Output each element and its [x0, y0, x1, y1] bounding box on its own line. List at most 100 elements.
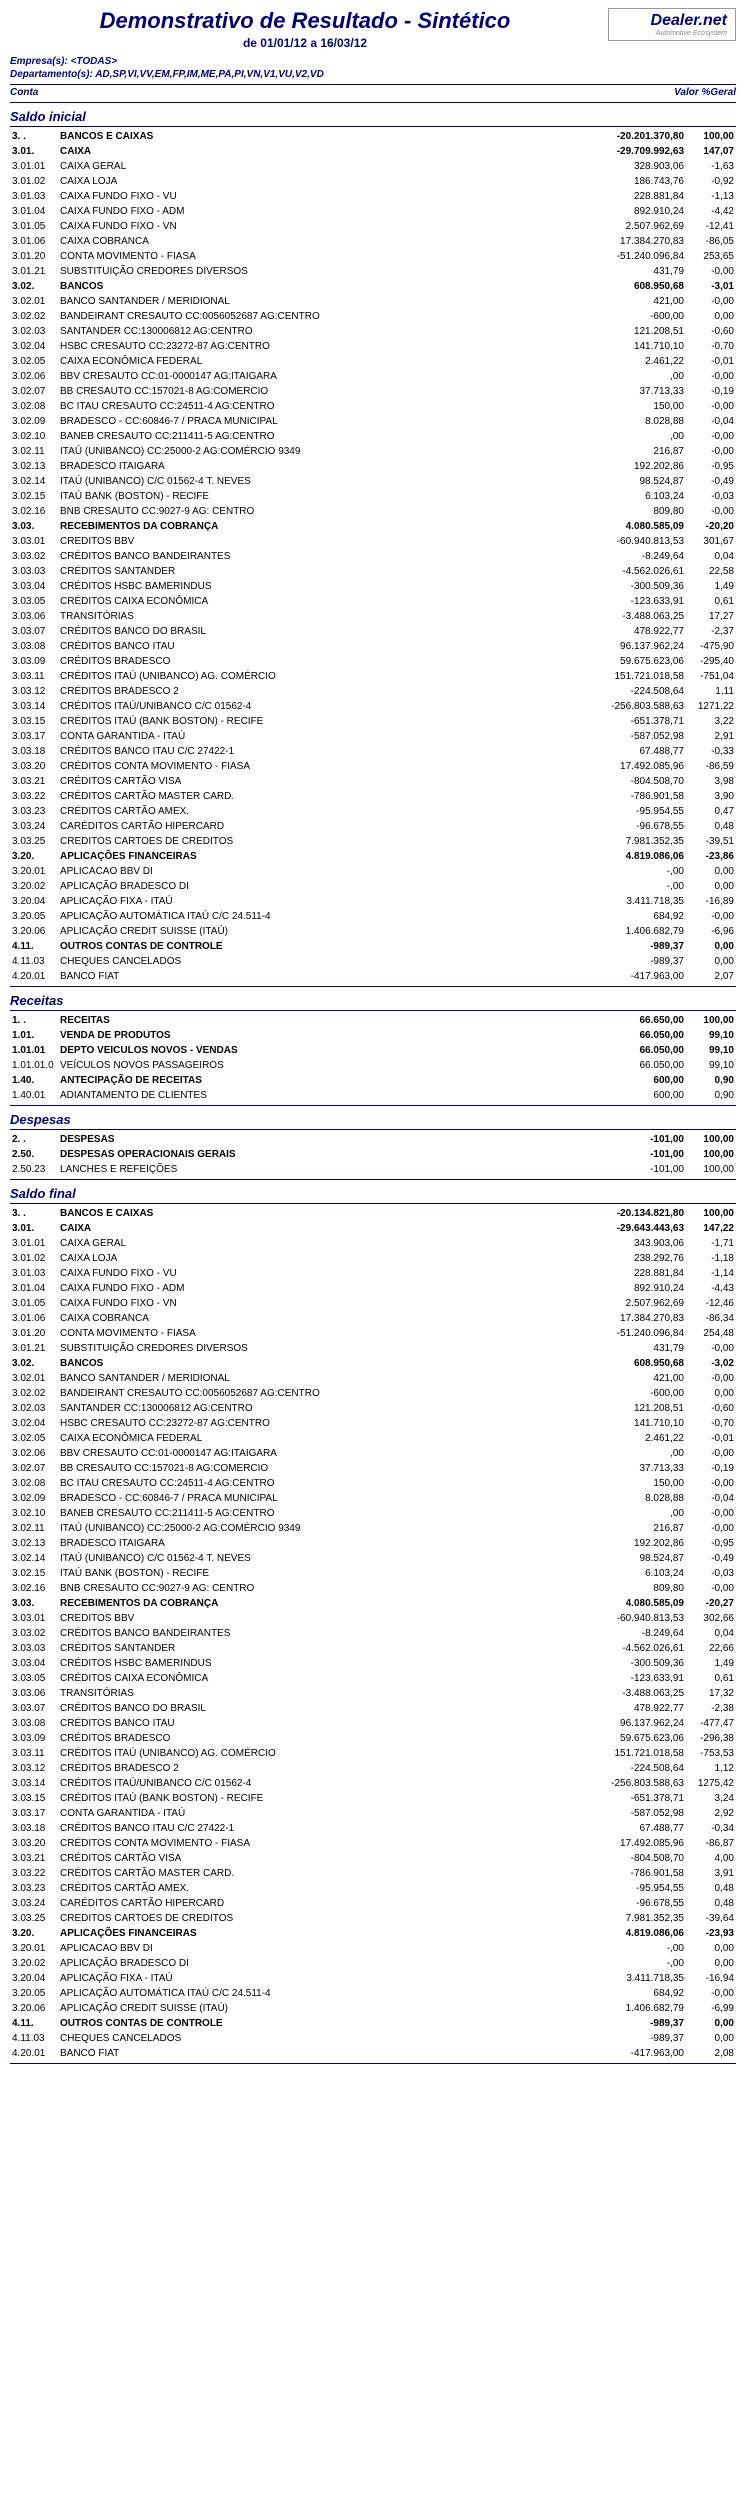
account-code: 3.03. [10, 1596, 58, 1611]
account-pct: -0,00 [686, 429, 736, 444]
account-value: 1.406.682,79 [572, 924, 686, 939]
account-code: 3.01.03 [10, 1266, 58, 1281]
column-headers: Conta Valor %Geral [10, 87, 736, 98]
account-pct: -0,03 [686, 489, 736, 504]
account-desc: BANCO FIAT [58, 969, 572, 984]
account-code: 2. . [10, 1132, 58, 1147]
account-code: 3.02.05 [10, 354, 58, 369]
account-code: 4.11. [10, 2016, 58, 2031]
account-code: 4.11. [10, 939, 58, 954]
account-pct: -1,63 [686, 159, 736, 174]
account-code: 3.20.05 [10, 1986, 58, 2001]
account-row: 3.03.23CRÉDITOS CARTÃO AMEX.-95.954,550,… [10, 1881, 736, 1896]
account-pct: 100,00 [686, 1206, 736, 1221]
account-row: 3.03.25CREDITOS CARTOES DE CREDITOS7.981… [10, 1911, 736, 1926]
divider [10, 84, 736, 85]
account-code: 4.20.01 [10, 969, 58, 984]
account-row: 3.20.APLICAÇÕES FINANCEIRAS4.819.086,06-… [10, 1926, 736, 1941]
account-row: 3.02.09BRADESCO - CC:60846-7 / PRACA MUN… [10, 414, 736, 429]
account-row: 4.20.01BANCO FIAT-417.963,002,08 [10, 2046, 736, 2061]
account-value: 2.461,22 [572, 1431, 686, 1446]
account-desc: CONTA GARANTIDA - ITAÚ [58, 729, 572, 744]
account-row: 3.02.11ITAÚ (UNIBANCO) CC:25000-2 AG:COM… [10, 444, 736, 459]
account-pct: 0,90 [686, 1073, 736, 1088]
account-value: -29.709.992,63 [572, 144, 686, 159]
account-value: 59.675.623,06 [572, 1731, 686, 1746]
account-pct: -0,00 [686, 1446, 736, 1461]
account-code: 3.03.05 [10, 594, 58, 609]
account-row: 3.01.06CAIXA COBRANCA17.384.270,83-86,34 [10, 1311, 736, 1326]
account-row: 3.03.05CRÉDITOS CAIXA ECONÔMICA-123.633,… [10, 594, 736, 609]
account-pct: 0,00 [686, 864, 736, 879]
account-code: 3.02.16 [10, 504, 58, 519]
account-table: 3. .BANCOS E CAIXAS-20.134.821,80100,00 3… [10, 1206, 736, 2061]
account-desc: CRÉDITOS HSBC BAMERINDUS [58, 579, 572, 594]
account-row: 3.02.05CAIXA ECONÔMICA FEDERAL2.461,22-0… [10, 354, 736, 369]
account-code: 3.01.06 [10, 1311, 58, 1326]
account-pct: 0,00 [686, 309, 736, 324]
account-pct: -753,53 [686, 1746, 736, 1761]
account-desc: APLICAÇÕES FINANCEIRAS [58, 849, 572, 864]
account-pct: 3,22 [686, 714, 736, 729]
account-row: 3.02.01BANCO SANTANDER / MERIDIONAL421,0… [10, 1371, 736, 1386]
account-value: -20.134.821,80 [572, 1206, 686, 1221]
account-pct: 99,10 [686, 1028, 736, 1043]
account-row: 3.03.14CRÉDITOS ITAÚ/UNIBANCO C/C 01562-… [10, 699, 736, 714]
account-row: 1.01.VENDA DE PRODUTOS66.050,0099,10 [10, 1028, 736, 1043]
account-pct: 0,48 [686, 819, 736, 834]
account-value: -786.901,58 [572, 789, 686, 804]
account-code: 3.03.04 [10, 1656, 58, 1671]
account-pct: -477,47 [686, 1716, 736, 1731]
account-pct: -1,13 [686, 189, 736, 204]
account-code: 3.02.11 [10, 1521, 58, 1536]
account-value: 4.819.086,06 [572, 849, 686, 864]
account-desc: APLICAÇÃO FIXA - ITAÚ [58, 1971, 572, 1986]
account-row: 3.01.05CAIXA FUNDO FIXO - VN2.507.962,69… [10, 219, 736, 234]
account-value: -587.052,98 [572, 729, 686, 744]
account-desc: ITAÚ (UNIBANCO) CC:25000-2 AG:COMÉRCIO 9… [58, 444, 572, 459]
account-value: 66.050,00 [572, 1058, 686, 1073]
account-pct: -0,00 [686, 1506, 736, 1521]
account-pct: -0,00 [686, 1341, 736, 1356]
account-desc: CONTA GARANTIDA - ITAÚ [58, 1806, 572, 1821]
account-value: -989,37 [572, 954, 686, 969]
account-pct: 100,00 [686, 1147, 736, 1162]
account-desc: CAIXA COBRANCA [58, 1311, 572, 1326]
account-row: 3.03.17CONTA GARANTIDA - ITAÚ-587.052,98… [10, 729, 736, 744]
account-desc: CARÉDITOS CARTÃO HIPERCARD [58, 819, 572, 834]
account-desc: BANCOS E CAIXAS [58, 129, 572, 144]
account-value: -101,00 [572, 1132, 686, 1147]
account-pct: -0,19 [686, 1461, 736, 1476]
account-value: 66.650,00 [572, 1013, 686, 1028]
account-value: -101,00 [572, 1162, 686, 1177]
account-pct: 17,32 [686, 1686, 736, 1701]
account-row: 3.03.25CREDITOS CARTOES DE CREDITOS7.981… [10, 834, 736, 849]
account-pct: 254,48 [686, 1326, 736, 1341]
account-desc: CARÉDITOS CARTÃO HIPERCARD [58, 1896, 572, 1911]
account-pct: -0,00 [686, 909, 736, 924]
account-pct: 100,00 [686, 1132, 736, 1147]
account-value: -3.488.063,25 [572, 1686, 686, 1701]
account-pct: 0,00 [686, 1941, 736, 1956]
account-value: 809,80 [572, 504, 686, 519]
account-desc: TRANSITÓRIAS [58, 609, 572, 624]
account-row: 3.20.04APLICAÇÃO FIXA - ITAÚ3.411.718,35… [10, 1971, 736, 1986]
account-value: 2.507.962,69 [572, 1296, 686, 1311]
account-code: 3.03.24 [10, 1896, 58, 1911]
account-row: 3.03.04CRÉDITOS HSBC BAMERINDUS-300.509,… [10, 579, 736, 594]
account-row: 3.03.01CREDITOS BBV-60.940.813,53301,67 [10, 534, 736, 549]
account-code: 3.02.13 [10, 1536, 58, 1551]
account-code: 3.03.09 [10, 654, 58, 669]
account-desc: BC ITAU CRESAUTO CC:24511-4 AG:CENTRO [58, 399, 572, 414]
account-row: 3. .BANCOS E CAIXAS-20.134.821,80100,00 [10, 1206, 736, 1221]
account-row: 3.01.03CAIXA FUNDO FIXO - VU228.881,84-1… [10, 1266, 736, 1281]
divider [10, 102, 736, 103]
account-value: 151.721.018,58 [572, 669, 686, 684]
account-pct: 0,61 [686, 1671, 736, 1686]
account-row: 3.02.15ITAÚ BANK (BOSTON) - RECIFE6.103,… [10, 489, 736, 504]
account-code: 3.03.23 [10, 1881, 58, 1896]
account-code: 3.01.01 [10, 159, 58, 174]
account-pct: -39,51 [686, 834, 736, 849]
divider [10, 1179, 736, 1180]
account-code: 3.20.04 [10, 894, 58, 909]
